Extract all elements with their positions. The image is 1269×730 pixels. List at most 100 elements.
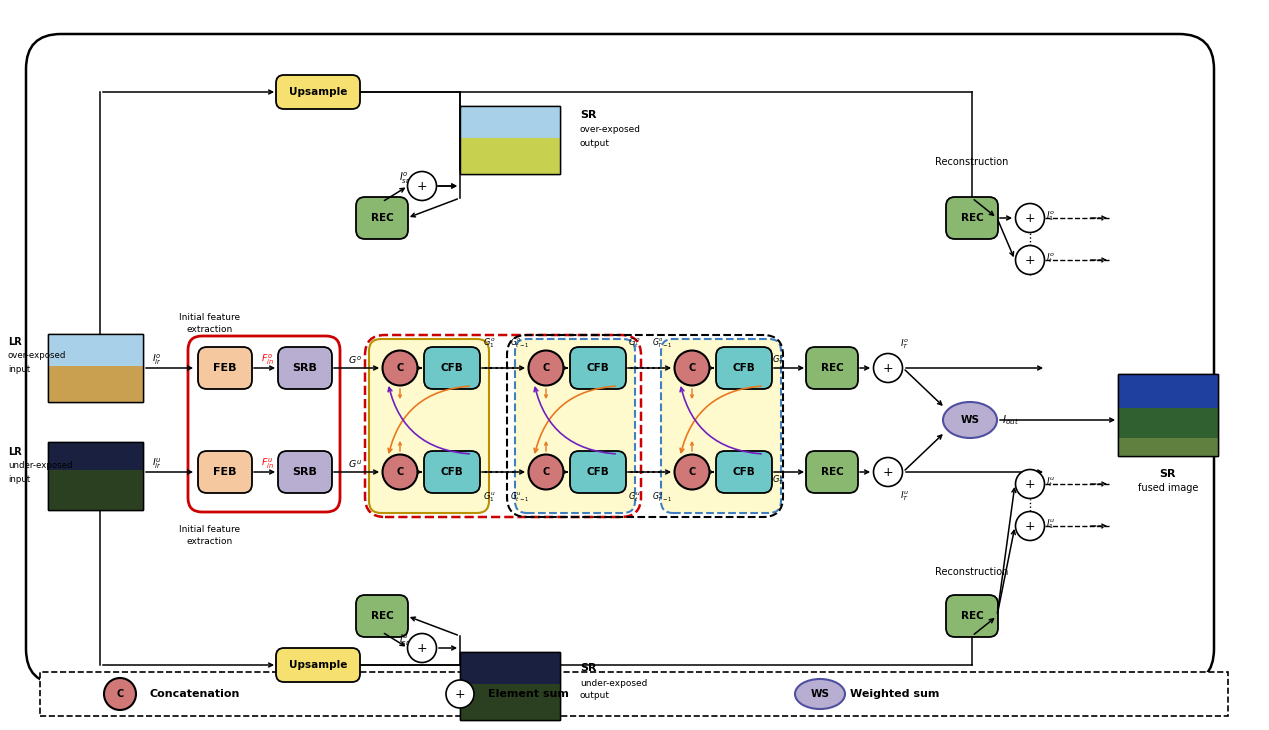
Ellipse shape bbox=[943, 402, 997, 438]
Text: $G_t^{o}$: $G_t^{o}$ bbox=[628, 337, 641, 350]
Text: $I_1^{u}$: $I_1^{u}$ bbox=[1046, 518, 1055, 531]
Text: $I_t^{o}$: $I_t^{o}$ bbox=[1046, 251, 1055, 265]
Text: Initial feature: Initial feature bbox=[179, 526, 241, 534]
Circle shape bbox=[1015, 469, 1044, 499]
FancyBboxPatch shape bbox=[945, 197, 997, 239]
Text: $I_{sr}^{u}$: $I_{sr}^{u}$ bbox=[400, 632, 411, 648]
FancyBboxPatch shape bbox=[25, 34, 1214, 684]
Text: +: + bbox=[454, 688, 466, 701]
Text: C: C bbox=[688, 363, 695, 373]
Text: LR: LR bbox=[8, 447, 22, 457]
Text: $G_1^{u}$: $G_1^{u}$ bbox=[483, 491, 496, 504]
FancyBboxPatch shape bbox=[716, 347, 772, 389]
Circle shape bbox=[382, 455, 418, 490]
Text: under-exposed: under-exposed bbox=[580, 678, 647, 688]
FancyBboxPatch shape bbox=[945, 595, 997, 637]
FancyBboxPatch shape bbox=[570, 451, 626, 493]
FancyBboxPatch shape bbox=[716, 451, 772, 493]
Circle shape bbox=[528, 455, 563, 490]
Text: C: C bbox=[396, 467, 404, 477]
Text: SR: SR bbox=[580, 663, 596, 673]
Bar bbox=[459, 652, 560, 720]
Circle shape bbox=[445, 680, 475, 708]
Text: +: + bbox=[1024, 520, 1036, 532]
Circle shape bbox=[873, 353, 902, 383]
FancyBboxPatch shape bbox=[357, 197, 409, 239]
FancyBboxPatch shape bbox=[41, 672, 1228, 716]
Text: SR: SR bbox=[580, 110, 596, 120]
Bar bbox=[1118, 374, 1218, 456]
Text: REC: REC bbox=[961, 611, 983, 621]
Text: $I_{lr}^{u}$: $I_{lr}^{u}$ bbox=[152, 457, 162, 472]
Circle shape bbox=[104, 678, 136, 710]
Text: over-exposed: over-exposed bbox=[580, 126, 641, 134]
FancyBboxPatch shape bbox=[357, 595, 409, 637]
Text: input: input bbox=[8, 475, 30, 485]
FancyBboxPatch shape bbox=[275, 75, 360, 109]
FancyBboxPatch shape bbox=[424, 347, 480, 389]
Circle shape bbox=[873, 458, 902, 486]
Text: $G_T^{u}$: $G_T^{u}$ bbox=[772, 473, 784, 487]
Circle shape bbox=[675, 455, 709, 490]
FancyBboxPatch shape bbox=[661, 339, 780, 513]
Bar bbox=[459, 106, 560, 174]
Text: SRB: SRB bbox=[293, 363, 317, 373]
Text: +: + bbox=[883, 466, 893, 478]
Text: output: output bbox=[580, 691, 610, 701]
FancyBboxPatch shape bbox=[515, 339, 634, 513]
Text: REC: REC bbox=[371, 213, 393, 223]
Text: C: C bbox=[396, 363, 404, 373]
Bar bbox=[1118, 374, 1218, 456]
FancyBboxPatch shape bbox=[424, 451, 480, 493]
Text: $F_{in}^{o}$: $F_{in}^{o}$ bbox=[261, 353, 274, 367]
Text: REC: REC bbox=[961, 213, 983, 223]
Text: +: + bbox=[1024, 477, 1036, 491]
Text: +: + bbox=[883, 361, 893, 374]
Text: $I_{lr}^{o}$: $I_{lr}^{o}$ bbox=[152, 353, 162, 367]
Text: CFB: CFB bbox=[732, 363, 755, 373]
Bar bbox=[48, 334, 143, 402]
Text: REC: REC bbox=[821, 467, 844, 477]
Text: over-exposed: over-exposed bbox=[8, 352, 66, 361]
Text: Weighted sum: Weighted sum bbox=[850, 689, 939, 699]
Text: WS: WS bbox=[961, 415, 980, 425]
Text: $G^{o}$: $G^{o}$ bbox=[348, 354, 362, 366]
Bar bbox=[48, 442, 143, 510]
Text: Element sum: Element sum bbox=[489, 689, 569, 699]
Bar bbox=[48, 442, 143, 510]
Text: CFB: CFB bbox=[440, 363, 463, 373]
Text: $G_T^{o}$: $G_T^{o}$ bbox=[772, 353, 784, 366]
FancyBboxPatch shape bbox=[806, 347, 858, 389]
Bar bbox=[48, 334, 143, 402]
Ellipse shape bbox=[794, 679, 845, 709]
FancyBboxPatch shape bbox=[198, 451, 253, 493]
Circle shape bbox=[528, 350, 563, 385]
Text: +: + bbox=[416, 180, 428, 193]
Text: input: input bbox=[8, 364, 30, 374]
Circle shape bbox=[407, 172, 437, 201]
FancyBboxPatch shape bbox=[278, 451, 332, 493]
Text: FEB: FEB bbox=[213, 467, 237, 477]
Text: $F_{in}^{u}$: $F_{in}^{u}$ bbox=[261, 457, 274, 472]
Text: output: output bbox=[580, 139, 610, 148]
Text: $G_1^{o}$: $G_1^{o}$ bbox=[483, 337, 495, 350]
Text: WS: WS bbox=[811, 689, 830, 699]
Text: extraction: extraction bbox=[187, 537, 233, 547]
Text: REC: REC bbox=[821, 363, 844, 373]
Text: Upsample: Upsample bbox=[289, 87, 348, 97]
Text: Reconstruction: Reconstruction bbox=[935, 567, 1009, 577]
Text: $G_t^{u}$: $G_t^{u}$ bbox=[628, 491, 641, 504]
FancyBboxPatch shape bbox=[570, 347, 626, 389]
Text: +: + bbox=[416, 642, 428, 655]
Text: $G_{t-1}^{u}$: $G_{t-1}^{u}$ bbox=[510, 491, 529, 504]
Circle shape bbox=[675, 350, 709, 385]
Text: C: C bbox=[117, 689, 123, 699]
Text: +: + bbox=[1024, 253, 1036, 266]
Text: $G_{T-1}^{u}$: $G_{T-1}^{u}$ bbox=[652, 491, 673, 504]
Text: Reconstruction: Reconstruction bbox=[935, 157, 1009, 167]
Bar bbox=[459, 106, 560, 174]
Text: REC: REC bbox=[371, 611, 393, 621]
Text: fused image: fused image bbox=[1138, 483, 1198, 493]
Text: C: C bbox=[688, 467, 695, 477]
Circle shape bbox=[1015, 204, 1044, 232]
